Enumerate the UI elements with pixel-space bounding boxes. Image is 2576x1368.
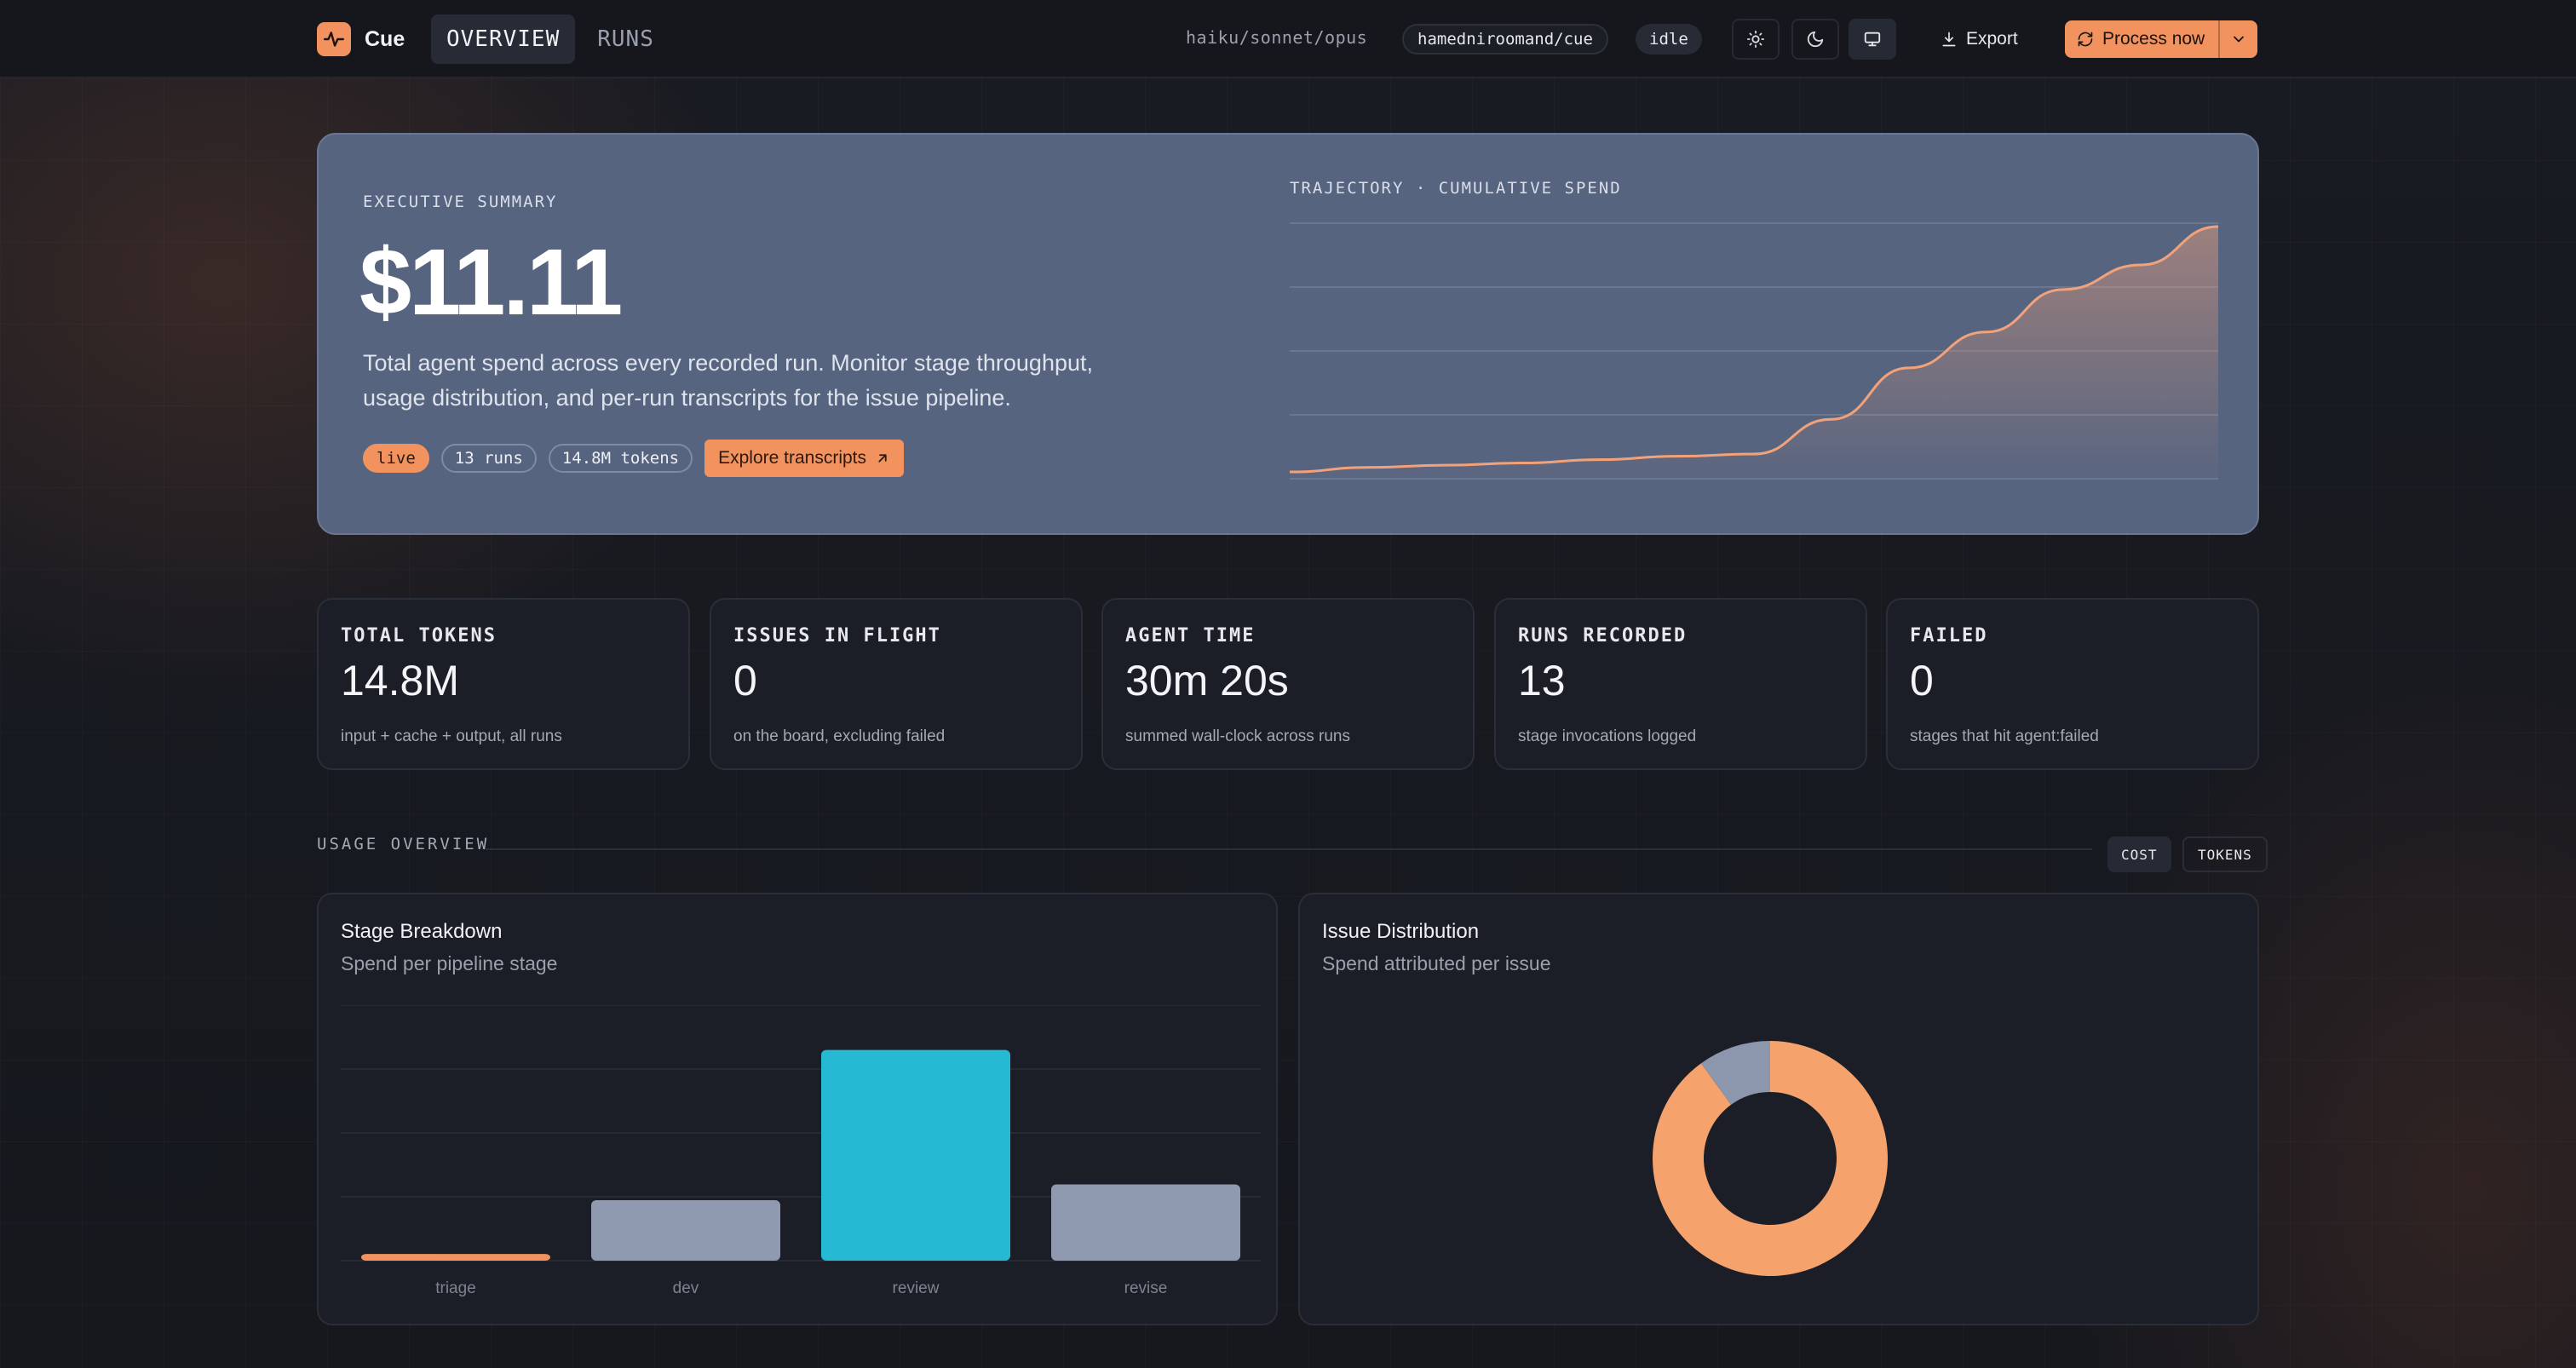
issue-donut-chart [1653,1041,1888,1276]
chevron-down-icon [2234,36,2244,43]
metric-runs-recorded: RUNS RECORDED 13 stage invocations logge… [1494,598,1867,770]
brand-name: Cue [365,26,405,51]
metric-issues-in-flight: ISSUES IN FLIGHT 0 on the board, excludi… [710,598,1083,770]
nav-tabs: OVERVIEW RUNS [431,14,670,64]
bar-triage[interactable] [361,1254,550,1261]
donut-slice-1[interactable] [1700,1041,1770,1105]
metric-label: ISSUES IN FLIGHT [733,625,941,647]
runs-tag: 13 runs [440,444,537,473]
tick-label-review: review [893,1279,940,1297]
system-mode-button[interactable] [1849,19,1896,60]
metric-subtitle: stage invocations logged [1518,727,1697,745]
stage-breakdown-panel: Stage Breakdown Spend per pipeline stage… [317,893,1278,1325]
donut-slice-0[interactable] [1653,1041,1888,1276]
activity-pulse-icon [317,22,351,56]
hero-eyebrow: EXECUTIVE SUMMARY [363,193,558,211]
total-spend-amount: $11.11 [359,230,623,335]
spend-area [1290,227,2218,479]
tab-runs[interactable]: RUNS [597,26,654,52]
metric-value: 13 [1518,657,1566,704]
tokens-tag: 14.8M tokens [548,444,693,473]
metric-subtitle: on the board, excluding failed [733,727,946,745]
tab-overview[interactable]: OVERVIEW [431,14,576,64]
metric-label: AGENT TIME [1125,625,1256,647]
metric-label: TOTAL TOKENS [341,625,497,647]
light-mode-button[interactable] [1732,19,1780,60]
hero-tags: live 13 runs 14.8M tokens Explore transc… [363,440,905,477]
metric-value: 30m 20s [1125,657,1289,704]
panel-title: Issue Distribution [1322,920,1480,943]
trajectory-chart-label: TRAJECTORY · CUMULATIVE SPEND [1290,179,1622,198]
stage-bar-chart: triage dev review revise [341,1005,1261,1297]
metric-value: 0 [733,657,757,704]
usage-overview-title: USAGE OVERVIEW [317,835,490,854]
hero-description: Total agent spend across every recorded … [363,350,1093,411]
cumulative-spend-chart [1290,222,2218,480]
bar-revise[interactable] [1051,1184,1240,1261]
panel-title: Stage Breakdown [341,920,503,943]
metric-label: FAILED [1910,625,1988,647]
metric-total-tokens: TOTAL TOKENS 14.8M input + cache + outpu… [317,598,690,770]
refresh-icon [2078,32,2093,47]
executive-summary-card: EXECUTIVE SUMMARY $11.11 Total agent spe… [317,133,2259,535]
cost-toggle[interactable]: COST [2107,836,2171,872]
process-button-group: Process now [2065,20,2257,58]
panel-subtitle: Spend attributed per issue [1322,952,1551,974]
repo-badge[interactable]: hamedniroomand/cue [1402,24,1608,55]
metric-label: RUNS RECORDED [1518,625,1688,647]
metric-agent-time: AGENT TIME 30m 20s summed wall-clock acr… [1101,598,1475,770]
explore-label: Explore transcripts [718,448,867,468]
dark-mode-button[interactable] [1791,19,1839,60]
process-dropdown-button[interactable] [2220,20,2257,58]
metric-failed: FAILED 0 stages that hit agent:failed [1886,598,2259,770]
export-label: Export [1966,29,2018,49]
metric-value: 14.8M [341,657,459,704]
bar-dev[interactable] [591,1199,780,1261]
brand[interactable]: Cue [317,22,405,56]
metric-value: 0 [1910,657,1934,704]
panel-subtitle: Spend per pipeline stage [341,952,558,974]
metric-subtitle: stages that hit agent:failed [1910,727,2099,745]
top-bar: Cue OVERVIEW RUNS haiku/sonnet/opus hame… [0,0,2576,78]
spend-line [1290,225,2218,474]
live-tag: live [363,444,429,473]
explore-transcripts-button[interactable]: Explore transcripts [704,440,905,477]
download-icon [1942,32,1956,47]
issue-distribution-panel: Issue Distribution Spend attributed per … [1298,893,2259,1325]
tokens-toggle[interactable]: TOKENS [2182,836,2268,872]
tick-label-revise: revise [1124,1279,1168,1297]
metric-subtitle: input + cache + output, all runs [341,727,562,745]
model-path: haiku/sonnet/opus [1186,27,1368,48]
export-button[interactable]: Export [1929,19,2030,60]
moon-icon [1807,31,1824,48]
status-badge: idle [1636,24,1702,55]
section-divider [486,848,2092,850]
process-now-button[interactable]: Process now [2065,20,2220,58]
monitor-icon [1864,32,1881,47]
arrow-up-right-icon [878,454,887,463]
tick-label-dev: dev [673,1279,699,1297]
metric-subtitle: summed wall-clock across runs [1125,727,1350,745]
bar-review[interactable] [821,1049,1010,1261]
sun-icon [1746,30,1765,49]
tick-label-triage: triage [435,1279,476,1297]
process-label: Process now [2102,29,2205,49]
